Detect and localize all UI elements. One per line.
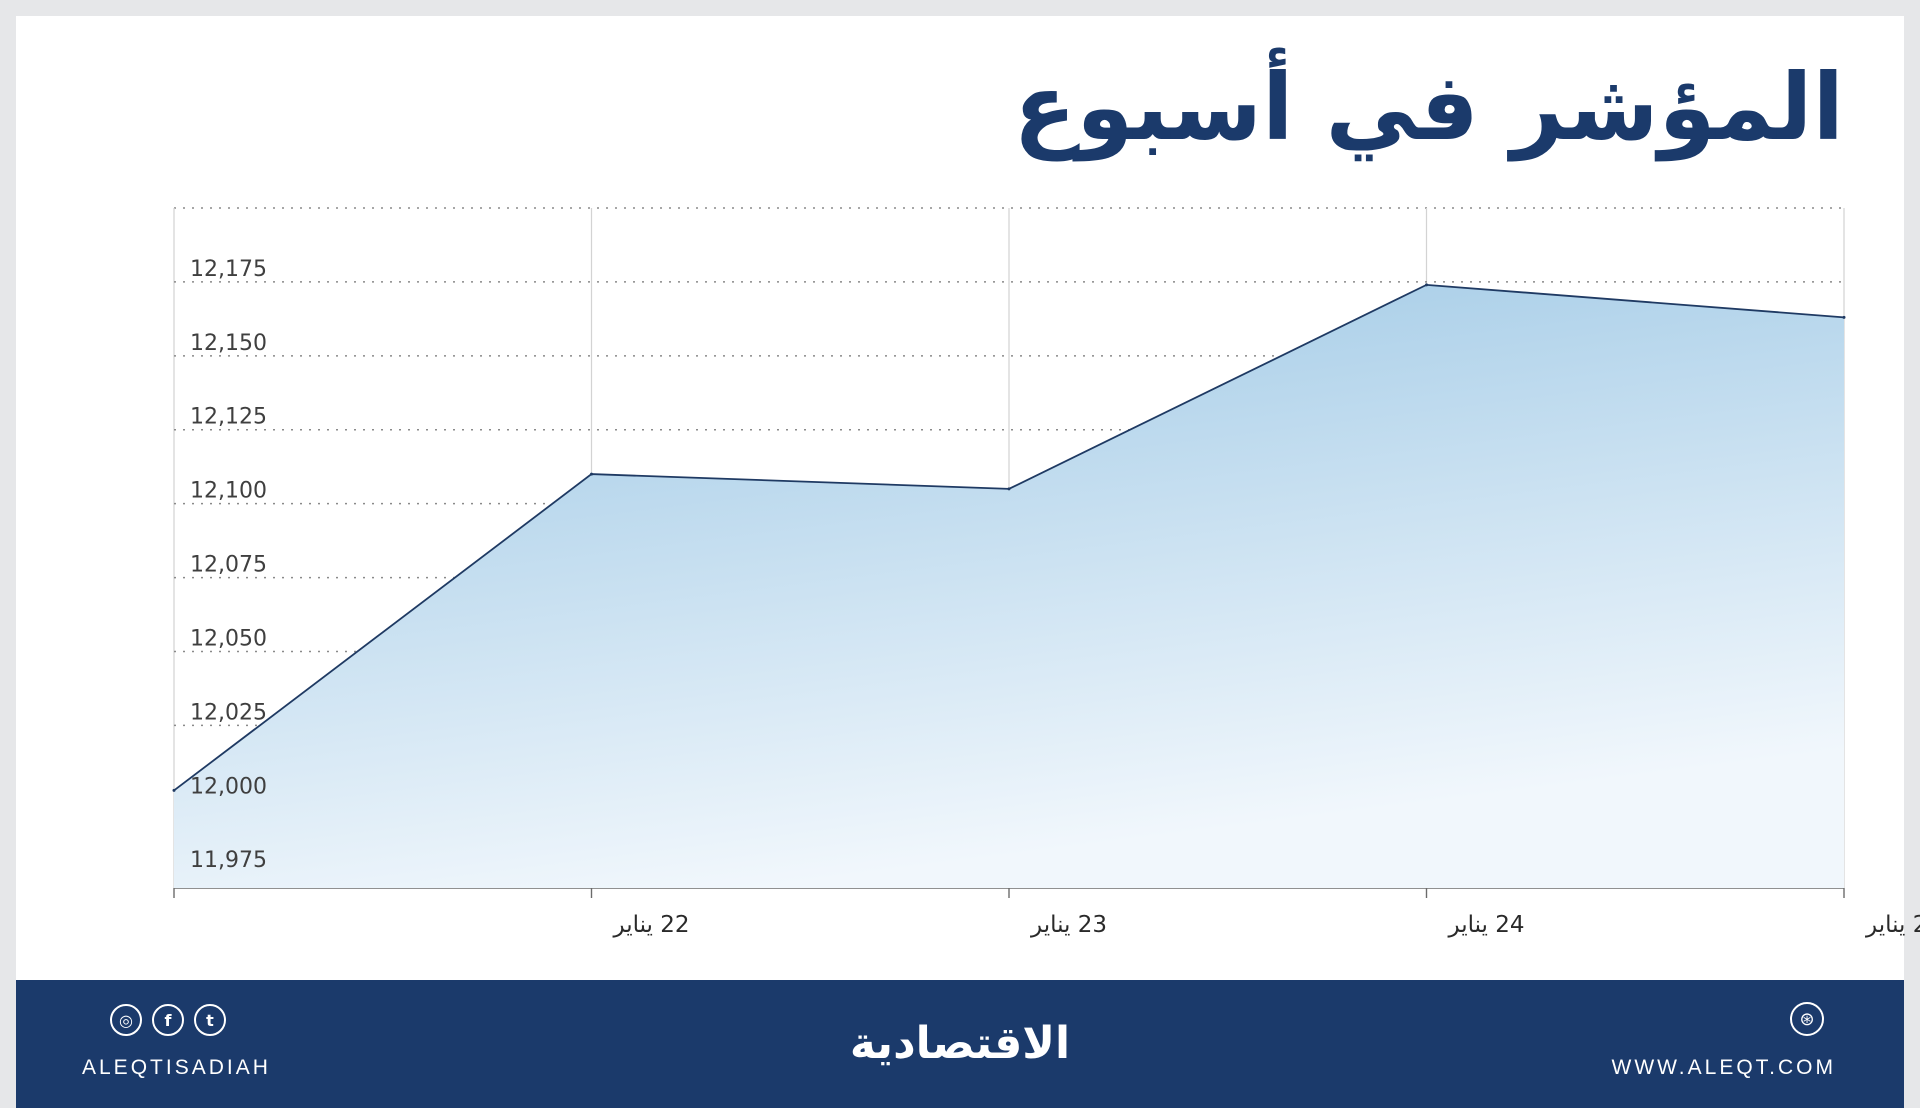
brand-logo: الاقتصادية bbox=[849, 1018, 1071, 1069]
social-links: ◎ f t bbox=[110, 1004, 226, 1036]
x-tick-label: 22 يناير bbox=[613, 912, 690, 938]
social-handle[interactable]: ALEQTISADIAH bbox=[82, 1056, 271, 1079]
area-chart: 11,975 12,000 12,025 12,050 12,075 12,100 12,1… bbox=[172, 207, 1920, 938]
y-tick-label: 11,975 bbox=[190, 848, 267, 873]
area-series bbox=[172, 283, 1846, 888]
x-tick-label: 25 يناير bbox=[1865, 912, 1920, 938]
x-tick-label: 24 يناير bbox=[1448, 912, 1525, 938]
data-point bbox=[590, 472, 593, 476]
x-axis-ticks: 22 يناير 23 يناير 24 يناير 25 يناير bbox=[173, 888, 1920, 938]
y-tick-label: 12,100 bbox=[190, 479, 267, 504]
y-tick-label: 12,175 bbox=[190, 257, 267, 282]
y-tick-label: 12,125 bbox=[190, 405, 267, 430]
website-link[interactable]: WWW.ALEQT.COM bbox=[1611, 1056, 1836, 1079]
facebook-icon[interactable]: f bbox=[152, 1004, 184, 1036]
y-tick-label: 12,150 bbox=[190, 331, 267, 356]
data-point bbox=[1842, 315, 1846, 319]
area-fill bbox=[174, 284, 1844, 888]
y-axis-ticks: 11,975 12,000 12,025 12,050 12,075 12,100 12,1… bbox=[190, 257, 267, 873]
y-tick-label: 12,025 bbox=[190, 700, 267, 725]
data-point bbox=[1425, 283, 1428, 287]
y-tick-label: 12,075 bbox=[190, 553, 267, 578]
twitter-icon[interactable]: t bbox=[194, 1004, 226, 1036]
data-point bbox=[172, 788, 176, 792]
x-tick-label: 23 يناير bbox=[1030, 912, 1107, 938]
footer-bar: ◎ f t ALEQTISADIAH الاقتصادية ⊛ WWW.ALEQ… bbox=[16, 980, 1904, 1108]
y-tick-label: 12,050 bbox=[190, 626, 267, 651]
website-icon[interactable]: ⊛ bbox=[1790, 1002, 1824, 1036]
chart-title: المؤشر في أسبوع bbox=[1013, 54, 1845, 161]
y-tick-label: 12,000 bbox=[190, 774, 267, 799]
data-point bbox=[1007, 487, 1011, 491]
instagram-icon[interactable]: ◎ bbox=[110, 1004, 142, 1036]
